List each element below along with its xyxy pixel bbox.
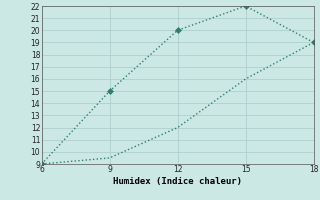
X-axis label: Humidex (Indice chaleur): Humidex (Indice chaleur): [113, 177, 242, 186]
